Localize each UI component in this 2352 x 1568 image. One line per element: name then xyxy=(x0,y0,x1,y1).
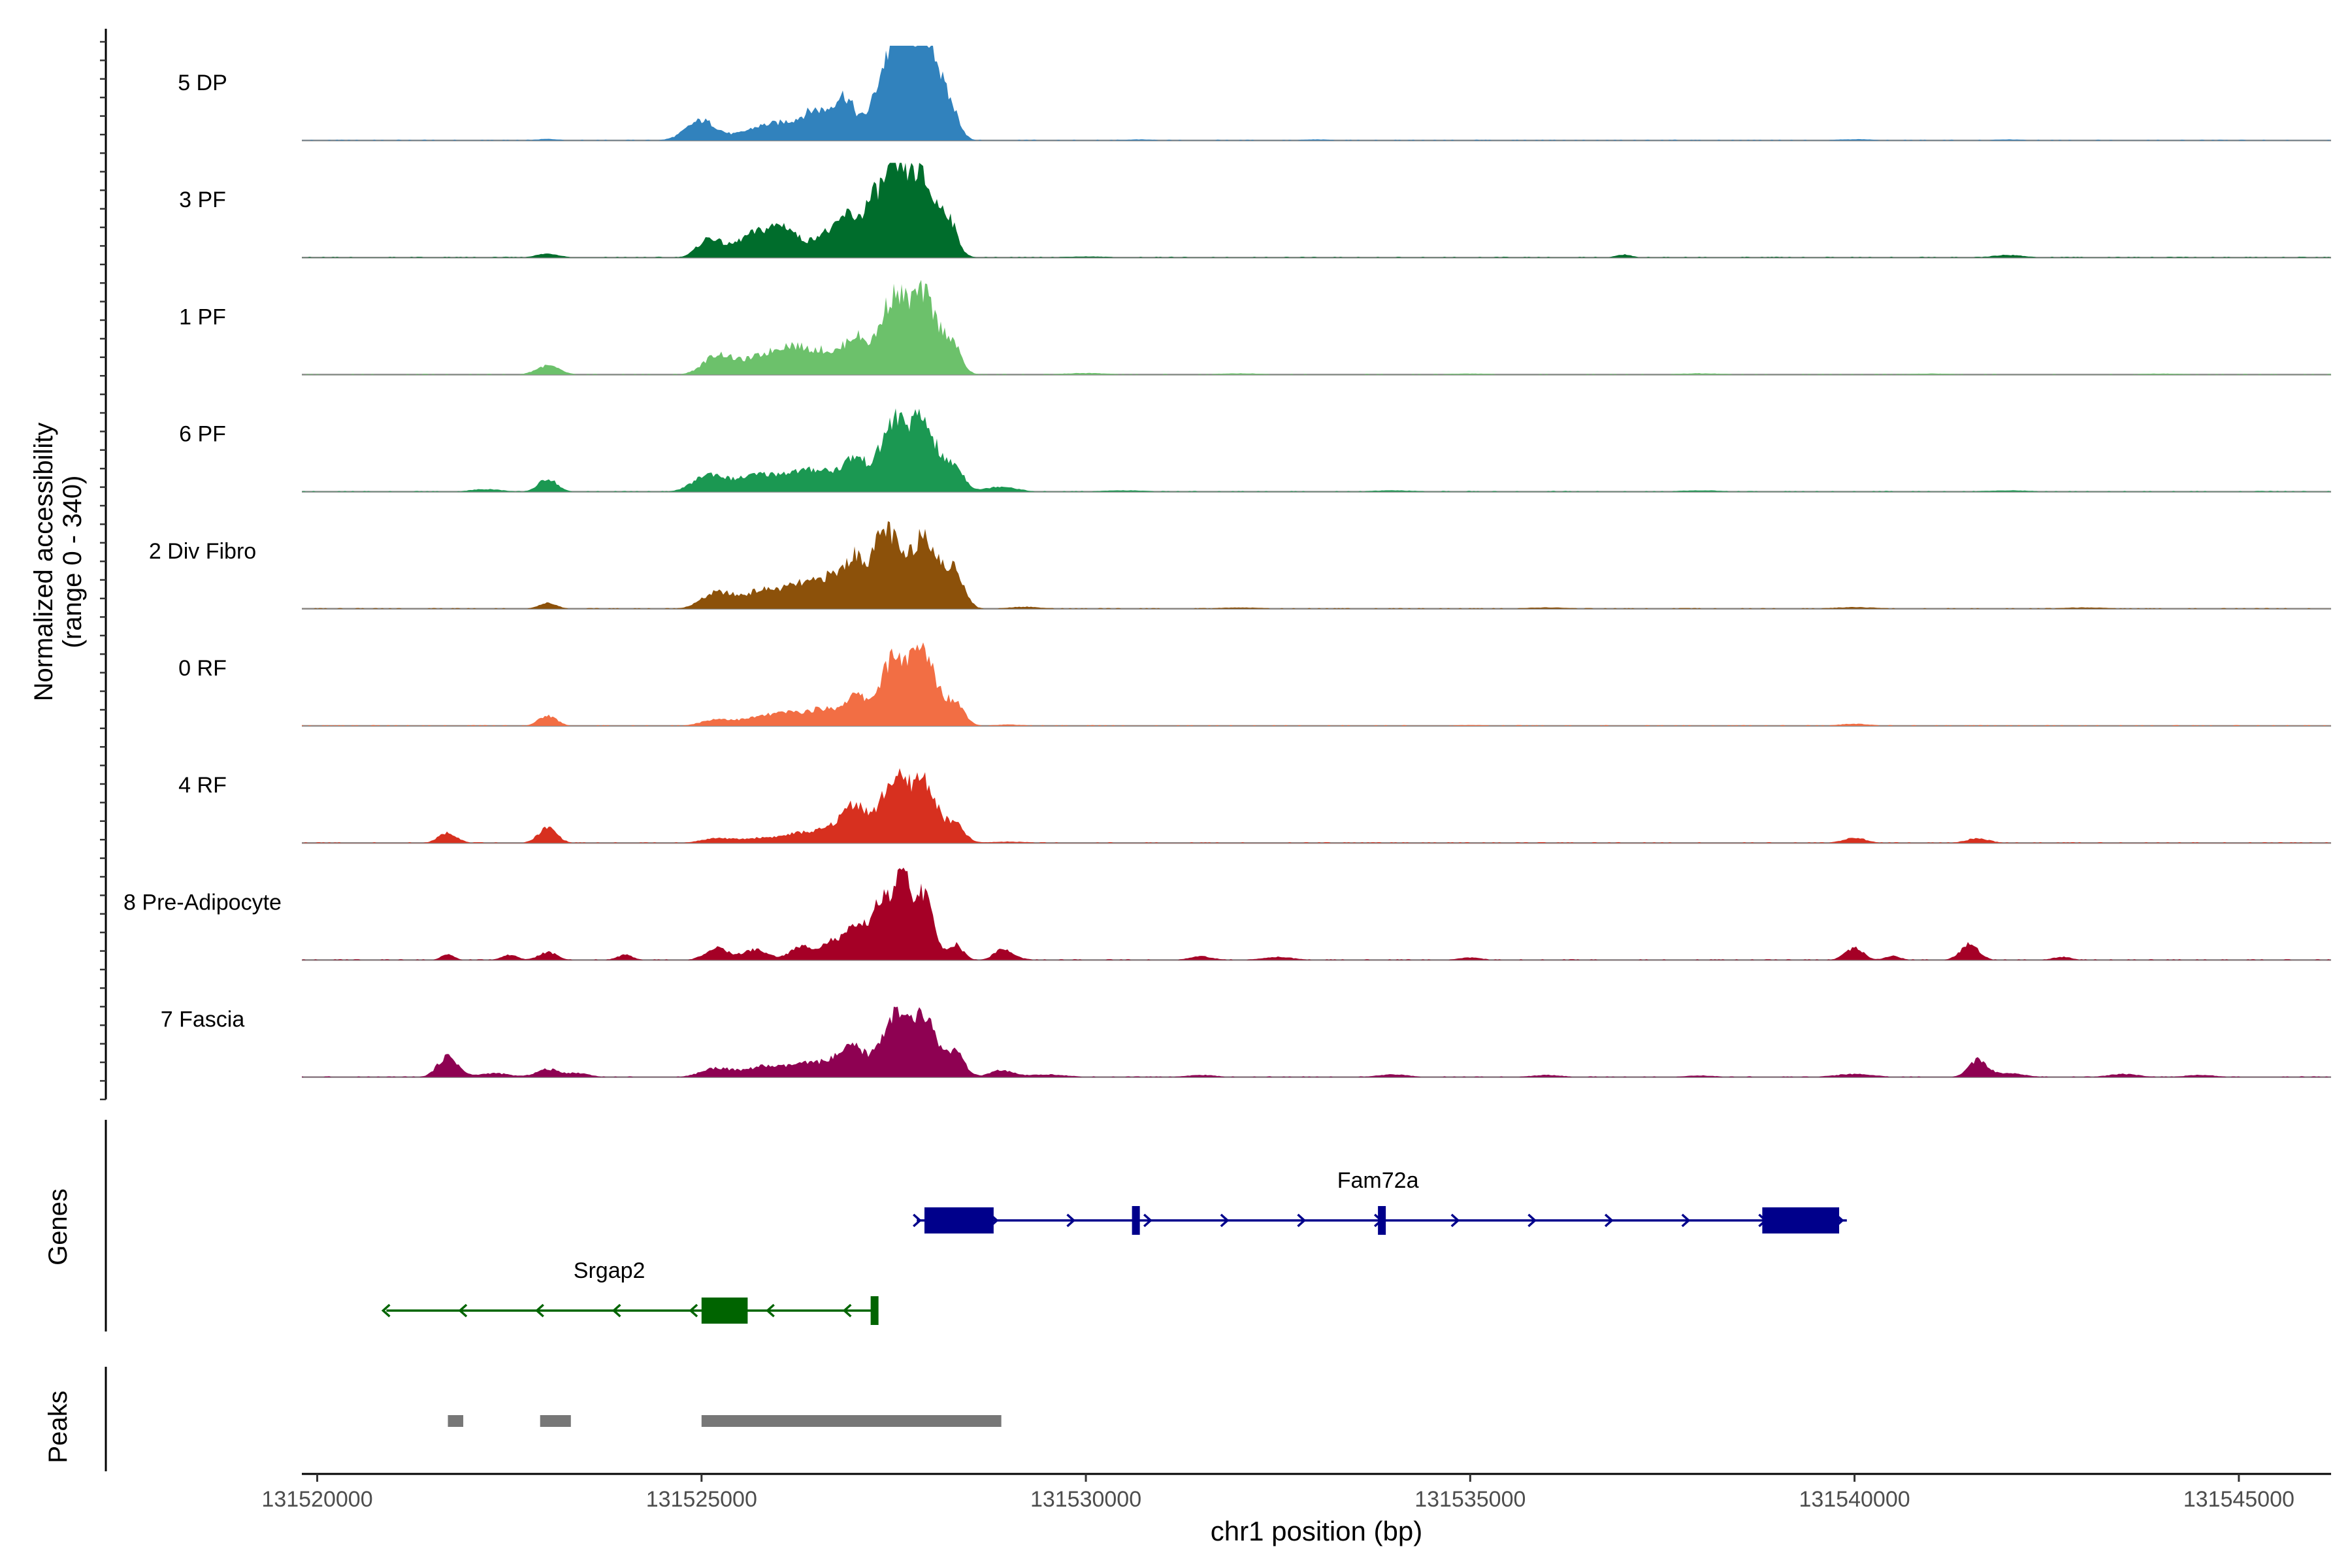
track-label: 2 Div Fibro xyxy=(149,539,256,564)
strand-arrow xyxy=(381,1303,391,1318)
x-tick-label: 131540000 xyxy=(1799,1487,1910,1512)
strand-arrow xyxy=(1066,1213,1076,1228)
peak-region xyxy=(448,1415,464,1427)
coverage-area xyxy=(302,642,2331,726)
track-5-dp: 5 DP xyxy=(178,46,2331,142)
gene-exon xyxy=(870,1296,879,1325)
strand-arrow xyxy=(612,1303,621,1318)
track-0-rf: 0 RF xyxy=(178,642,2331,727)
genes-track-label: Genes xyxy=(44,1188,73,1266)
gene-exon xyxy=(1378,1206,1386,1235)
coverage-area xyxy=(302,868,2331,960)
track-label: 3 PF xyxy=(179,188,226,212)
coverage-area xyxy=(302,768,2331,843)
coverage-area xyxy=(302,521,2331,609)
peak-region xyxy=(540,1415,571,1427)
x-tick-label: 131520000 xyxy=(261,1487,372,1512)
x-axis-title: chr1 position (bp) xyxy=(1211,1516,1423,1546)
track-8-pre-adipocyte: 8 Pre-Adipocyte xyxy=(123,868,2331,961)
coverage-area xyxy=(302,280,2331,375)
track-label: 1 PF xyxy=(179,304,226,329)
track-label: 4 RF xyxy=(178,773,227,798)
track-3-pf: 3 PF xyxy=(179,163,2331,259)
y-axis-title-line2: (range 0 - 340) xyxy=(58,476,87,649)
strand-arrow xyxy=(1143,1213,1152,1228)
x-tick-label: 131535000 xyxy=(1414,1487,1526,1512)
track-label: 5 DP xyxy=(178,71,227,95)
track-6-pf: 6 PF xyxy=(179,408,2331,493)
strand-arrow xyxy=(535,1303,544,1318)
strand-arrow xyxy=(1604,1213,1614,1228)
gene-srgap2: Srgap2 xyxy=(381,1258,879,1325)
gene-exon xyxy=(924,1207,994,1233)
gene-exon xyxy=(1762,1207,1840,1233)
gene-exon xyxy=(1132,1206,1140,1235)
gene-name-label: Srgap2 xyxy=(574,1258,645,1283)
strand-arrow xyxy=(1450,1213,1460,1228)
track-4-rf: 4 RF xyxy=(178,768,2331,844)
y-axis-title-line1: Normalized accessibility xyxy=(29,423,58,702)
strand-arrow xyxy=(766,1303,775,1318)
x-tick-label: 131525000 xyxy=(646,1487,757,1512)
left-axes xyxy=(100,29,107,1471)
strand-arrow xyxy=(913,1213,922,1228)
strand-arrow xyxy=(689,1303,698,1318)
track-1-pf: 1 PF xyxy=(179,280,2331,376)
peaks-track xyxy=(448,1415,1002,1427)
peak-region xyxy=(701,1415,1002,1427)
track-label: 8 Pre-Adipocyte xyxy=(123,890,282,915)
x-tick-label: 131530000 xyxy=(1030,1487,1141,1512)
x-axis: 131520000 131525000 131530000 131535000 1315… xyxy=(261,1473,2331,1512)
coverage-area xyxy=(302,1006,2331,1077)
track-label: 6 PF xyxy=(179,422,226,447)
peaks-track-label: Peaks xyxy=(44,1390,73,1463)
gene-fam72a: Fam72a xyxy=(913,1168,1847,1235)
strand-arrow xyxy=(1220,1213,1230,1228)
strand-arrow xyxy=(1297,1213,1307,1228)
gene-annotation-track: Fam72a Srgap2 xyxy=(381,1168,1847,1325)
x-tick-label: 131545000 xyxy=(2183,1487,2295,1512)
gene-name-label: Fam72a xyxy=(1337,1168,1419,1193)
track-2-div-fibro: 2 Div Fibro xyxy=(149,521,2331,610)
strand-arrow xyxy=(458,1303,468,1318)
strand-arrow xyxy=(1527,1213,1537,1228)
gene-exon xyxy=(701,1298,748,1324)
strand-arrow xyxy=(1681,1213,1691,1228)
coverage-area xyxy=(302,46,2331,140)
coverage-tracks: 5 DP 3 PF 1 PF 6 PF 2 Div Fibro 0 RF 4 RF 8 Pre… xyxy=(123,46,2331,1078)
coverage-area xyxy=(302,163,2331,258)
coverage-area xyxy=(302,408,2331,492)
strand-arrow xyxy=(842,1303,852,1318)
track-label: 0 RF xyxy=(178,656,227,681)
track-label: 7 Fascia xyxy=(161,1007,245,1032)
track-7-fascia: 7 Fascia xyxy=(161,1006,2331,1078)
